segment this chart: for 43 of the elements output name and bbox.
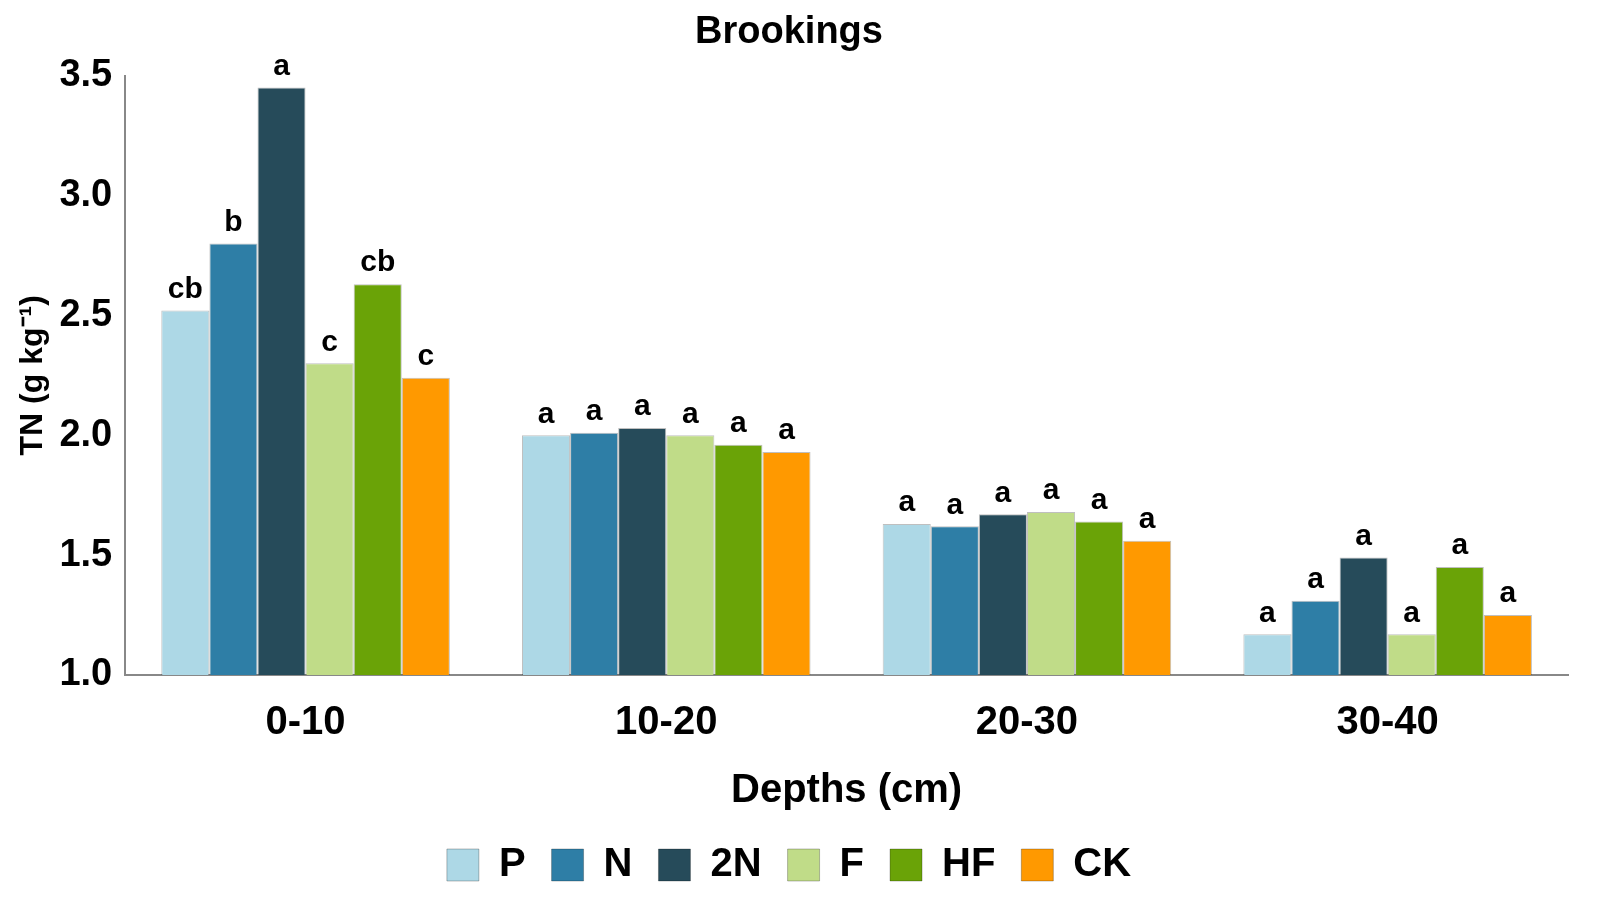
x-tick-label: 30-40 xyxy=(1336,698,1439,743)
legend-label: HF xyxy=(942,840,996,885)
y-tick-label: 3.5 xyxy=(59,52,113,95)
data-label: a xyxy=(778,412,796,446)
data-label: c xyxy=(417,337,435,371)
data-label: a xyxy=(537,395,555,429)
data-label: a xyxy=(994,474,1012,508)
data-label: a xyxy=(946,486,964,520)
data-label: a xyxy=(633,388,651,422)
y-tick-label: 2.5 xyxy=(59,291,113,334)
data-label: cb xyxy=(167,270,203,304)
x-axis-title: Depths (cm) xyxy=(731,766,963,811)
data-label: a xyxy=(585,393,603,427)
data-label: a xyxy=(1355,517,1373,551)
data-label: b xyxy=(224,203,243,237)
data-label: a xyxy=(730,405,748,439)
legend-label: N xyxy=(603,840,633,885)
data-label: a xyxy=(1138,501,1156,534)
legend-label: F xyxy=(839,840,865,885)
data-label: a xyxy=(1042,472,1060,506)
legend-label: 2N xyxy=(710,840,762,885)
data-label: c xyxy=(321,323,338,357)
chart-title: Brookings xyxy=(695,9,883,52)
x-tick-label: 20-30 xyxy=(975,698,1079,743)
data-label: a xyxy=(1403,594,1421,628)
data-label: a xyxy=(1451,527,1469,561)
legend-label: CK xyxy=(1073,840,1132,885)
data-label: a xyxy=(1259,594,1277,628)
y-tick-label: 1.5 xyxy=(59,531,113,574)
x-tick-label: 10-20 xyxy=(615,698,718,743)
data-label: a xyxy=(1090,481,1108,515)
data-label: a xyxy=(681,395,699,429)
data-label: a xyxy=(273,47,291,81)
data-label: cb xyxy=(360,244,396,278)
data-label: a xyxy=(1499,575,1517,609)
x-tick-label: 0-10 xyxy=(265,698,346,743)
y-tick-label: 3.0 xyxy=(59,171,113,214)
legend-label: P xyxy=(498,840,526,885)
data-label: a xyxy=(898,484,916,518)
y-axis-title: TN (g kg⁻¹) xyxy=(13,295,50,456)
data-label: a xyxy=(1307,560,1325,594)
y-tick-label: 1.0 xyxy=(59,651,113,694)
y-tick-label: 2.0 xyxy=(59,411,113,454)
